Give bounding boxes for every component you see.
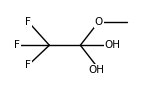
Text: OH: OH bbox=[104, 40, 120, 50]
Text: F: F bbox=[25, 60, 31, 70]
Text: OH: OH bbox=[88, 65, 104, 75]
Text: F: F bbox=[14, 40, 20, 50]
Text: F: F bbox=[25, 17, 31, 27]
Text: O: O bbox=[95, 17, 103, 27]
